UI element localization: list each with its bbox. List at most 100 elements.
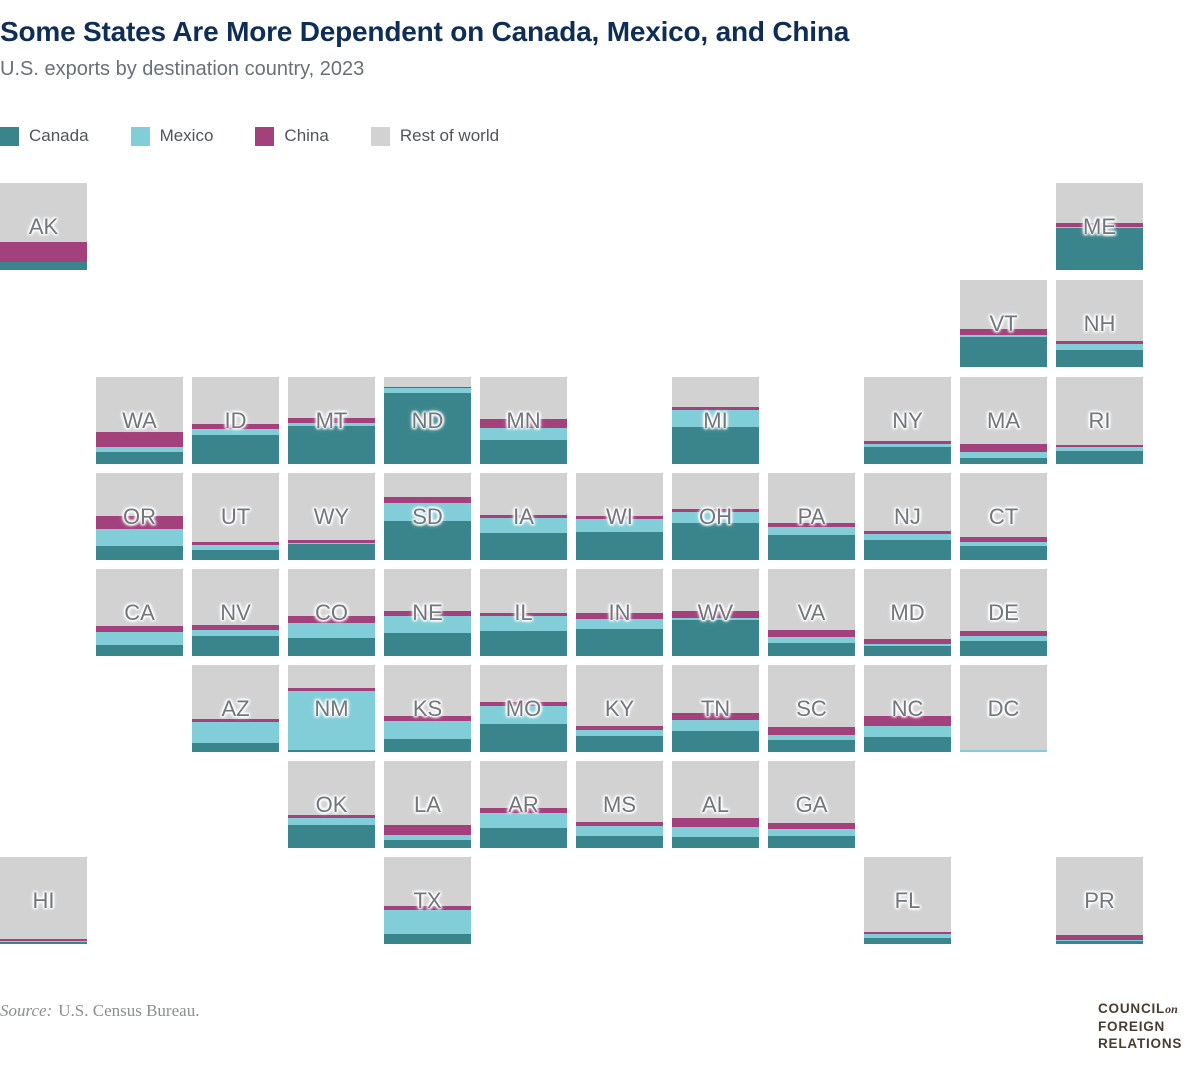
state-tile-GA[interactable]: GA: [768, 761, 855, 848]
state-tile-AK[interactable]: AK: [0, 183, 87, 270]
state-tile-LA[interactable]: LA: [384, 761, 471, 848]
state-tile-MA[interactable]: MA: [960, 377, 1047, 464]
china-band: [480, 418, 567, 429]
china-band: [768, 726, 855, 735]
state-tile-IA[interactable]: IA: [480, 473, 567, 560]
state-label: MS: [603, 791, 636, 817]
china-band: [864, 441, 951, 444]
canada-band: [288, 544, 375, 560]
state-label: WA: [122, 407, 157, 433]
state-tile-AZ[interactable]: AZ: [192, 665, 279, 752]
canada-band: [960, 641, 1047, 656]
mexico-band: [672, 827, 759, 837]
state-tile-NV[interactable]: NV: [192, 569, 279, 656]
state-tile-UT[interactable]: UT: [192, 473, 279, 560]
state-label: PA: [797, 503, 826, 529]
state-tile-OH[interactable]: OH: [672, 473, 759, 560]
state-tile-HI[interactable]: HI: [0, 857, 87, 944]
state-tile-FL[interactable]: FL: [864, 857, 951, 944]
state-tile-MI[interactable]: MI: [672, 377, 759, 464]
mexico-band: [384, 616, 471, 633]
state-tile-SD[interactable]: SD: [384, 473, 471, 560]
state-tile-VA[interactable]: VA: [768, 569, 855, 656]
canada-band: [480, 724, 567, 752]
state-tile-WY[interactable]: WY: [288, 473, 375, 560]
state-tile-ID[interactable]: ID: [192, 377, 279, 464]
state-tile-AL[interactable]: AL: [672, 761, 759, 848]
state-tile-WA[interactable]: WA: [96, 377, 183, 464]
mexico-band: [864, 643, 951, 647]
state-label: NV: [220, 599, 251, 625]
state-tile-PA[interactable]: PA: [768, 473, 855, 560]
state-tile-NE[interactable]: NE: [384, 569, 471, 656]
mexico-band: [576, 619, 663, 630]
state-tile-VT[interactable]: VT: [960, 280, 1047, 367]
state-tile-RI[interactable]: RI: [1056, 377, 1143, 464]
state-tile-MD[interactable]: MD: [864, 569, 951, 656]
state-tile-MT[interactable]: MT: [288, 377, 375, 464]
mexico-band: [0, 940, 87, 943]
china-band: [384, 496, 471, 503]
china-band: [960, 444, 1047, 452]
mexico-band: [288, 691, 375, 751]
mexico-band: [384, 834, 471, 841]
legend-item-rest-of-world: Rest of world: [370, 126, 499, 146]
state-tile-WI[interactable]: WI: [576, 473, 663, 560]
mexico-band: [384, 502, 471, 521]
state-tile-TN[interactable]: TN: [672, 665, 759, 752]
state-tile-KS[interactable]: KS: [384, 665, 471, 752]
state-tile-SC[interactable]: SC: [768, 665, 855, 752]
mexico-band: [672, 410, 759, 428]
mexico-band: [192, 629, 279, 636]
mexico-band: [480, 813, 567, 828]
canada-band: [864, 737, 951, 752]
state-tile-OK[interactable]: OK: [288, 761, 375, 848]
state-tile-CA[interactable]: CA: [96, 569, 183, 656]
state-tile-ND[interactable]: ND: [384, 377, 471, 464]
state-tile-MN[interactable]: MN: [480, 377, 567, 464]
state-tile-DE[interactable]: DE: [960, 569, 1047, 656]
state-tile-TX[interactable]: TX: [384, 857, 471, 944]
state-label: AZ: [221, 695, 250, 721]
state-tile-PR[interactable]: PR: [1056, 857, 1143, 944]
state-tile-MS[interactable]: MS: [576, 761, 663, 848]
tile-grid-map: AK ME VT NH WA ID MT ND MN MI NY MA RI OR UT WY SD IA WI OH…: [0, 183, 1143, 944]
state-tile-NC[interactable]: NC: [864, 665, 951, 752]
state-label: NY: [892, 407, 923, 433]
canada-band: [480, 439, 567, 464]
mexico-band: [960, 334, 1047, 338]
canada-band: [0, 262, 87, 270]
mexico-band: [1056, 447, 1143, 451]
state-label: MO: [505, 695, 542, 721]
state-label: AL: [702, 791, 729, 817]
state-tile-NH[interactable]: NH: [1056, 280, 1143, 367]
mexico-band: [960, 636, 1047, 642]
state-tile-CT[interactable]: CT: [960, 473, 1047, 560]
state-tile-IL[interactable]: IL: [480, 569, 567, 656]
mexico-band: [384, 910, 471, 935]
state-tile-MO[interactable]: MO: [480, 665, 567, 752]
canada-band: [768, 835, 855, 848]
state-tile-DC[interactable]: DC: [960, 665, 1047, 752]
state-tile-IN[interactable]: IN: [576, 569, 663, 656]
mexico-band: [864, 934, 951, 938]
legend-swatch: [255, 126, 275, 146]
state-tile-WV[interactable]: WV: [672, 569, 759, 656]
state-tile-ME[interactable]: ME: [1056, 183, 1143, 270]
china-band: [768, 629, 855, 637]
mexico-band: [768, 734, 855, 740]
state-tile-CO[interactable]: CO: [288, 569, 375, 656]
mexico-band: [672, 512, 759, 524]
state-label: OR: [123, 503, 156, 529]
state-tile-NY[interactable]: NY: [864, 377, 951, 464]
mexico-band: [768, 828, 855, 836]
mexico-band: [576, 826, 663, 836]
state-tile-NM[interactable]: NM: [288, 665, 375, 752]
state-tile-NJ[interactable]: NJ: [864, 473, 951, 560]
state-tile-OR[interactable]: OR: [96, 473, 183, 560]
canada-band: [384, 520, 471, 560]
state-tile-AR[interactable]: AR: [480, 761, 567, 848]
state-tile-KY[interactable]: KY: [576, 665, 663, 752]
state-label: CO: [315, 599, 348, 625]
canada-band: [768, 534, 855, 560]
